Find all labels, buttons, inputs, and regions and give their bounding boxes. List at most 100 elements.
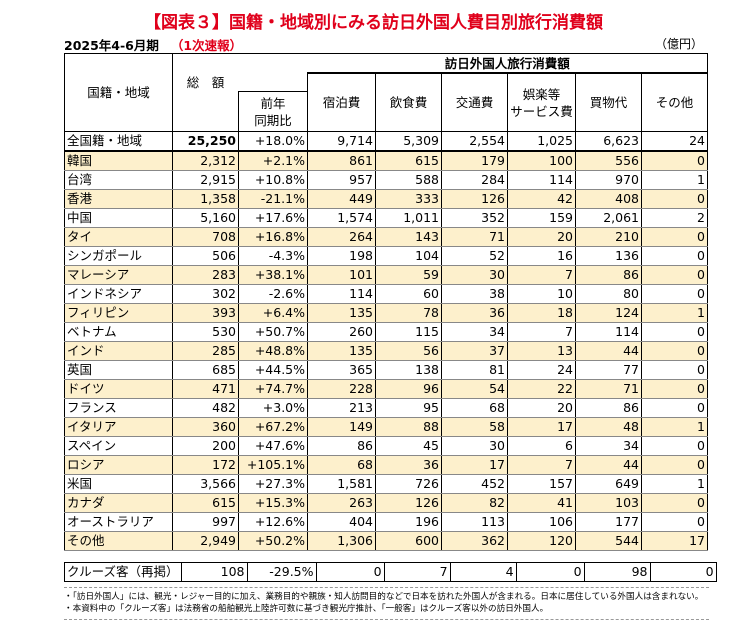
cell-value: +74.7% — [238, 379, 308, 399]
region-name: 台湾 — [64, 170, 173, 190]
table-row: ドイツ 471 +74.7% 228 96 54 22 71 0 — [64, 379, 708, 399]
cell-value: 0 — [641, 246, 708, 266]
cell-value: 82 — [441, 493, 508, 513]
cell-value: 302 — [172, 284, 239, 304]
header-transport: 交通費 — [441, 72, 508, 132]
cell-value: 7 — [507, 322, 576, 342]
cell-value: +48.8% — [238, 341, 308, 361]
header-other: その他 — [641, 72, 708, 132]
cell-value: 41 — [507, 493, 576, 513]
cell-value: +50.2% — [238, 531, 308, 551]
cell-value: 408 — [575, 189, 642, 209]
header-yoy: 前年 同期比 — [238, 91, 308, 132]
cell-value: 13 — [507, 341, 576, 361]
cell-value: 0 — [515, 562, 585, 582]
cell-value: 114 — [575, 322, 642, 342]
header-region: 国籍・地域 — [64, 53, 173, 132]
cell-value: 4 — [449, 562, 517, 582]
region-name: ベトナム — [64, 322, 173, 342]
cell-value: +10.8% — [238, 170, 308, 190]
table-row: インドネシア 302 -2.6% 114 60 38 10 80 0 — [64, 284, 708, 304]
footnotes: ・「訪日外国人」には、観光・レジャー目的に加え、業務目的や親族・知人訪問目的など… — [64, 587, 709, 620]
cell-value: 126 — [441, 189, 508, 209]
cell-value: 588 — [375, 170, 442, 190]
cell-value: +27.3% — [238, 474, 308, 494]
cell-value: 2,949 — [172, 531, 239, 551]
cell-value: 264 — [307, 227, 376, 247]
cell-value: 1 — [641, 303, 708, 323]
header-food: 飲食費 — [375, 72, 442, 132]
cell-value: 0 — [649, 562, 717, 582]
unit-label: （億円） — [654, 37, 703, 51]
cell-value: 2,915 — [172, 170, 239, 190]
cell-value: 5,160 — [172, 208, 239, 228]
cell-value: -2.6% — [238, 284, 308, 304]
cell-value: 143 — [375, 227, 442, 247]
cell-value: 615 — [375, 150, 442, 171]
cell-value: 615 — [172, 493, 239, 513]
cell-value: 556 — [575, 150, 642, 171]
cell-value: 36 — [441, 303, 508, 323]
table-row: 中国 5,160 +17.6% 1,574 1,011 352 159 2,061 2 — [64, 208, 708, 228]
cell-value: 2,312 — [172, 150, 239, 171]
region-name: スペイン — [64, 436, 173, 456]
cell-value: 52 — [441, 246, 508, 266]
cell-value: 101 — [307, 265, 376, 285]
cell-value: 106 — [507, 512, 576, 532]
region-name: 米国 — [64, 474, 173, 494]
cell-value: 20 — [507, 227, 576, 247]
cell-value: 114 — [307, 284, 376, 304]
table-row: 米国 3,566 +27.3% 1,581 726 452 157 649 1 — [64, 474, 708, 494]
cell-value: 0 — [641, 150, 708, 171]
cell-value: 81 — [441, 360, 508, 380]
cell-value: 0 — [641, 284, 708, 304]
table-row: オーストラリア 997 +12.6% 404 196 113 106 177 0 — [64, 512, 708, 532]
cell-value: 263 — [307, 493, 376, 513]
cell-value: 20 — [507, 398, 576, 418]
cell-value: 38 — [441, 284, 508, 304]
table-row: タイ 708 +16.8% 264 143 71 20 210 0 — [64, 227, 708, 247]
cell-value: 30 — [441, 436, 508, 456]
cell-value: 138 — [375, 360, 442, 380]
cell-value: 198 — [307, 246, 376, 266]
cell-value: 210 — [575, 227, 642, 247]
cell-value: 80 — [575, 284, 642, 304]
cell-value: 0 — [641, 436, 708, 456]
table-row: フィリピン 393 +6.4% 135 78 36 18 124 1 — [64, 303, 708, 323]
cell-value: +44.5% — [238, 360, 308, 380]
region-name: シンガポール — [64, 246, 173, 266]
cell-value: 22 — [507, 379, 576, 399]
cell-value: 0 — [641, 227, 708, 247]
cell-value: 88 — [375, 417, 442, 437]
cell-value: +16.8% — [238, 227, 308, 247]
cell-value: 17 — [641, 531, 708, 551]
cell-value: 333 — [375, 189, 442, 209]
footnote: ・「訪日外国人」には、観光・レジャー目的に加え、業務目的や親族・知人訪問目的など… — [64, 592, 704, 602]
cell-value: 17 — [441, 455, 508, 475]
cell-value: 0 — [641, 341, 708, 361]
cell-value: 649 — [575, 474, 642, 494]
cell-value: 149 — [307, 417, 376, 437]
cell-value: 1,306 — [307, 531, 376, 551]
cell-value: 360 — [172, 417, 239, 437]
cell-value: 544 — [575, 531, 642, 551]
cell-value: 530 — [172, 322, 239, 342]
period-note: （1次速報） — [170, 38, 243, 53]
cell-value: 0 — [641, 379, 708, 399]
cell-value: 115 — [375, 322, 442, 342]
table-row: 韓国 2,312 +2.1% 861 615 179 100 556 0 — [64, 150, 708, 171]
cell-value: 362 — [441, 531, 508, 551]
region-name: オーストラリア — [64, 512, 173, 532]
cell-value: 17 — [507, 417, 576, 437]
header-entertainment: 娯楽等 サービス費 — [507, 72, 576, 132]
cell-value: +15.3% — [238, 493, 308, 513]
header-yoy-line2: 同期比 — [254, 112, 292, 128]
cell-value: 77 — [575, 360, 642, 380]
cell-value: 1,574 — [307, 208, 376, 228]
cell-value: 86 — [307, 436, 376, 456]
cell-value: 708 — [172, 227, 239, 247]
cell-value: 3,566 — [172, 474, 239, 494]
cell-value: +17.6% — [238, 208, 308, 228]
header-lodging: 宿泊費 — [307, 72, 376, 132]
cell-value: 68 — [441, 398, 508, 418]
